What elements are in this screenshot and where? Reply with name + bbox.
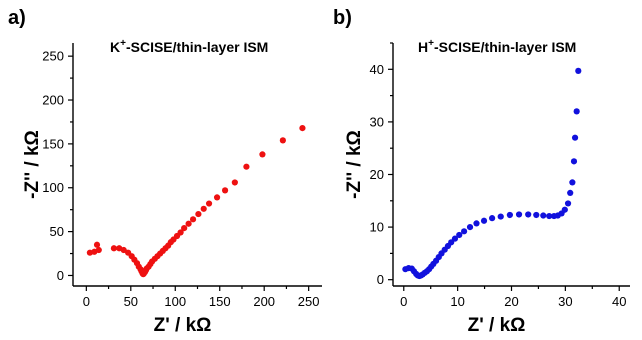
data-point [200, 205, 207, 212]
data-point [525, 211, 532, 218]
data-point [571, 134, 579, 141]
data-point [231, 179, 238, 186]
data-point [93, 241, 101, 248]
title-text: -SCISE/thin-layer ISM [434, 39, 576, 55]
data-point [473, 220, 480, 227]
data-point [466, 223, 474, 231]
data-point [564, 200, 572, 207]
y-tick-label: 200 [42, 93, 64, 108]
chart-title: H+-SCISE/thin-layer ISM [418, 38, 576, 55]
y-tick-label: 150 [42, 136, 64, 151]
panel-label: a) [8, 7, 26, 29]
y-tick-label: 20 [370, 167, 384, 182]
data-point [569, 179, 576, 186]
y-tick-label: 10 [370, 220, 384, 235]
data-point [489, 215, 496, 222]
x-tick-label: 150 [209, 294, 231, 309]
x-tick-label: 40 [612, 294, 626, 309]
title-ion: K [110, 39, 120, 55]
chart-title: K+-SCISE/thin-layer ISM [110, 38, 268, 55]
data-point [279, 137, 286, 144]
data-point [195, 210, 202, 218]
data-point [506, 211, 513, 219]
chart-panel-a: a) K+-SCISE/thin-layer ISM 0 50 100 150 200 250… [8, 7, 322, 336]
y-tick-label: 0 [57, 268, 64, 283]
y-tick-label: 30 [370, 114, 384, 129]
data-point [546, 212, 553, 220]
data-point [570, 158, 578, 165]
y-tick-label: 100 [42, 180, 64, 195]
panel-label: b) [333, 7, 352, 29]
chart-panel-b: b) H+-SCISE/thin-layer ISM 0 10 20 30 40 0 10 20 3… [333, 7, 630, 336]
data-point [451, 235, 459, 242]
x-tick-label: 200 [253, 294, 275, 309]
title-ion: H [418, 39, 428, 55]
y-axis-label: -Z'' / kΩ [344, 130, 365, 199]
data-point [515, 211, 523, 218]
data-point [205, 200, 213, 207]
data-point [567, 189, 574, 197]
data-point [497, 213, 504, 220]
x-tick-label: 0 [83, 294, 90, 309]
y-tick-label: 50 [50, 224, 64, 239]
title-text: -SCISE/thin-layer ISM [126, 39, 268, 55]
x-tick-label: 100 [164, 294, 186, 309]
x-tick-label: 20 [504, 294, 518, 309]
title-superscript: + [120, 38, 126, 49]
data-point [259, 151, 266, 158]
y-axis-label: -Z'' / kΩ [22, 130, 43, 199]
data-point [110, 245, 118, 252]
data-point [299, 124, 306, 132]
data-point [177, 229, 184, 236]
x-tick-label: 50 [124, 294, 138, 309]
y-tick-label: 0 [377, 272, 384, 287]
data-point [221, 187, 229, 194]
data-point [189, 216, 197, 223]
data-point [243, 163, 250, 170]
x-axis-label: Z' / kΩ [468, 315, 526, 335]
data-point [461, 228, 468, 235]
x-tick-label: 30 [558, 294, 572, 309]
x-axis-label: Z' / kΩ [154, 315, 212, 335]
data-point [533, 211, 540, 219]
data-point [185, 220, 192, 227]
data-point [561, 206, 568, 213]
x-tick-label: 0 [400, 294, 407, 309]
data-point [573, 108, 580, 115]
data-point [456, 231, 463, 239]
x-tick-label: 10 [450, 294, 464, 309]
data-point [480, 217, 488, 224]
data-point [575, 67, 582, 74]
y-tick-label: 250 [42, 49, 64, 64]
title-superscript: + [428, 38, 434, 49]
data-point [540, 212, 547, 219]
data-point [213, 194, 221, 201]
data-point [181, 225, 188, 232]
y-tick-label: 40 [370, 62, 384, 77]
data-point [95, 246, 102, 254]
x-tick-label: 250 [298, 294, 320, 309]
